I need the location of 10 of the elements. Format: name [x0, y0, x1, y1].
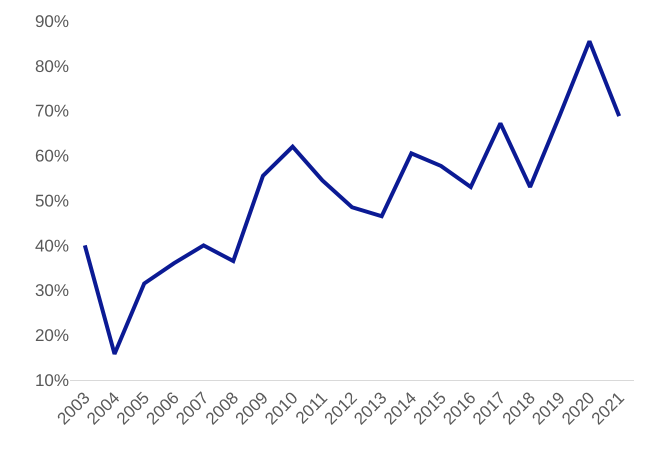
y-tick-label: 70% [34, 102, 69, 121]
y-tick-label: 20% [34, 326, 69, 346]
y-tick-label: 60% [34, 146, 69, 166]
y-tick-label: 40% [34, 236, 69, 256]
y-tick-label: 30% [34, 281, 69, 300]
y-tick-label: 10% [34, 370, 69, 390]
y-tick-label: 50% [34, 191, 69, 210]
line-series [82, 39, 622, 356]
y-tick-label: 90% [34, 12, 69, 31]
y-tick-label: 80% [34, 56, 69, 76]
